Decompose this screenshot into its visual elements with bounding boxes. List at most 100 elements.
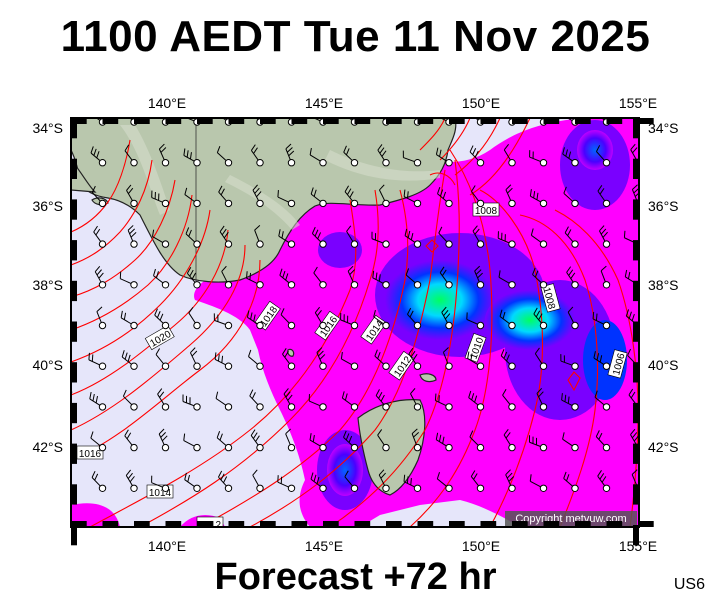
wind-barb-feather	[630, 391, 636, 399]
frame-tick	[71, 321, 77, 342]
wind-station-dot	[161, 199, 170, 208]
wind-barb-feather	[125, 469, 131, 476]
wind-barb-feather	[64, 437, 65, 444]
wind-station-dot	[571, 159, 579, 167]
wind-station-dot	[476, 484, 485, 492]
frame-tick	[71, 199, 77, 220]
wind-barb-feather	[59, 188, 61, 195]
wind-barb-feather	[217, 354, 220, 362]
wind-barb-feather	[249, 389, 254, 397]
frame-tick	[71, 402, 77, 424]
wind-station-dot	[319, 321, 327, 330]
wind-barb-feather	[254, 225, 261, 231]
wind-station-dot	[193, 443, 201, 452]
wind-barb-feather	[345, 148, 350, 156]
wind-barb-feather	[499, 309, 503, 317]
wind-station-dot	[287, 281, 296, 289]
wind-station-dot	[224, 240, 233, 248]
rain-heavy	[317, 120, 630, 510]
wind-barb-feather	[96, 269, 102, 276]
wind-barb-feather	[507, 110, 511, 116]
wind-station-dot	[571, 321, 579, 330]
wind-station-dot	[539, 159, 548, 167]
wind-station-dot	[98, 281, 107, 289]
wind-barb-feather	[191, 272, 197, 280]
wind-barb-feather	[221, 355, 224, 363]
wind-station-dot	[350, 281, 359, 289]
wind-station-dot	[350, 321, 359, 330]
wind-barb-feather	[218, 470, 223, 478]
wind-barb-feather	[159, 391, 165, 398]
wind-barb-feather	[413, 432, 420, 438]
frame-tick	[102, 118, 119, 124]
isobar-label: 1014	[146, 484, 174, 499]
wind-barb-feather	[631, 469, 638, 475]
wind-barb-feather	[158, 428, 165, 435]
wind-station-dot	[476, 159, 485, 167]
wind-station-dot	[445, 281, 453, 289]
wind-station-dot	[602, 484, 611, 492]
wind-barb-feather	[534, 347, 540, 354]
wind-barb-feather	[122, 389, 127, 397]
wind-station-dot	[382, 403, 390, 411]
wind-barb-feather	[58, 473, 59, 480]
wind-barb-feather	[254, 187, 260, 194]
wind-barb-feather	[344, 470, 349, 478]
wind-barb-feather	[472, 225, 478, 232]
wind-barb-feather	[126, 432, 132, 439]
frame-tick	[633, 321, 639, 342]
wind-barb-feather	[316, 310, 322, 317]
wind-barb-feather	[311, 226, 316, 234]
frame-tick	[512, 521, 528, 527]
wind-barb-feather	[562, 108, 563, 115]
wind-barb-feather	[627, 348, 632, 356]
wind-station-dot	[350, 484, 359, 492]
wind-barb-feather	[183, 433, 186, 441]
frame-tick	[71, 362, 77, 383]
wind-barb-feather	[538, 313, 543, 320]
wind-barb-feather	[564, 394, 567, 402]
wind-barb-feather	[414, 110, 419, 115]
wind-barb-feather	[222, 111, 224, 118]
wind-station-dot	[224, 199, 233, 208]
wind-barb-feather	[286, 147, 293, 153]
frame-tick	[71, 443, 77, 464]
wind-barb-feather	[505, 184, 512, 191]
wind-barb-feather	[93, 109, 94, 116]
frame-tick	[71, 521, 87, 527]
wind-station-dot	[413, 403, 422, 411]
wind-station-dot	[193, 403, 201, 411]
wind-station-dot	[350, 240, 359, 248]
wind-barb-feather	[220, 188, 225, 196]
wind-barb-staff	[71, 324, 72, 326]
wind-barb-feather	[597, 470, 602, 477]
frame-tick	[633, 402, 639, 424]
wind-station-dot	[130, 199, 138, 208]
lat-labels-right: 34°S 36°S 38°S 40°S 42°S	[648, 120, 679, 455]
wind-station-dot	[130, 281, 138, 289]
wind-barb-feather	[187, 474, 190, 482]
wind-barb-feather	[285, 428, 292, 435]
wind-barb-feather	[313, 474, 317, 482]
wind-station-dot	[539, 281, 548, 289]
wind-barb-feather	[409, 310, 414, 318]
lat-labels-left: 34°S 36°S 38°S 40°S 42°S	[32, 120, 63, 455]
wind-barb-feather	[375, 389, 380, 396]
wind-station-dot	[161, 362, 170, 370]
wind-barb-feather	[403, 189, 406, 197]
wind-station-dot	[161, 240, 170, 248]
wind-barb-feather	[377, 429, 383, 436]
wind-barb-feather	[598, 432, 603, 440]
wind-barb-feather	[599, 473, 605, 480]
wind-station-dot	[539, 321, 548, 330]
wind-barb-feather	[500, 349, 505, 356]
wind-station-dot	[382, 281, 390, 289]
wind-barb-feather	[529, 189, 532, 197]
wind-station-dot	[130, 159, 138, 167]
wind-barb-feather	[443, 347, 449, 353]
wind-barb-feather	[282, 348, 287, 355]
wind-station-dot	[539, 443, 548, 452]
frame-tick	[638, 521, 654, 527]
wind-barb-feather	[246, 271, 248, 279]
wind-barb-feather	[529, 474, 532, 482]
